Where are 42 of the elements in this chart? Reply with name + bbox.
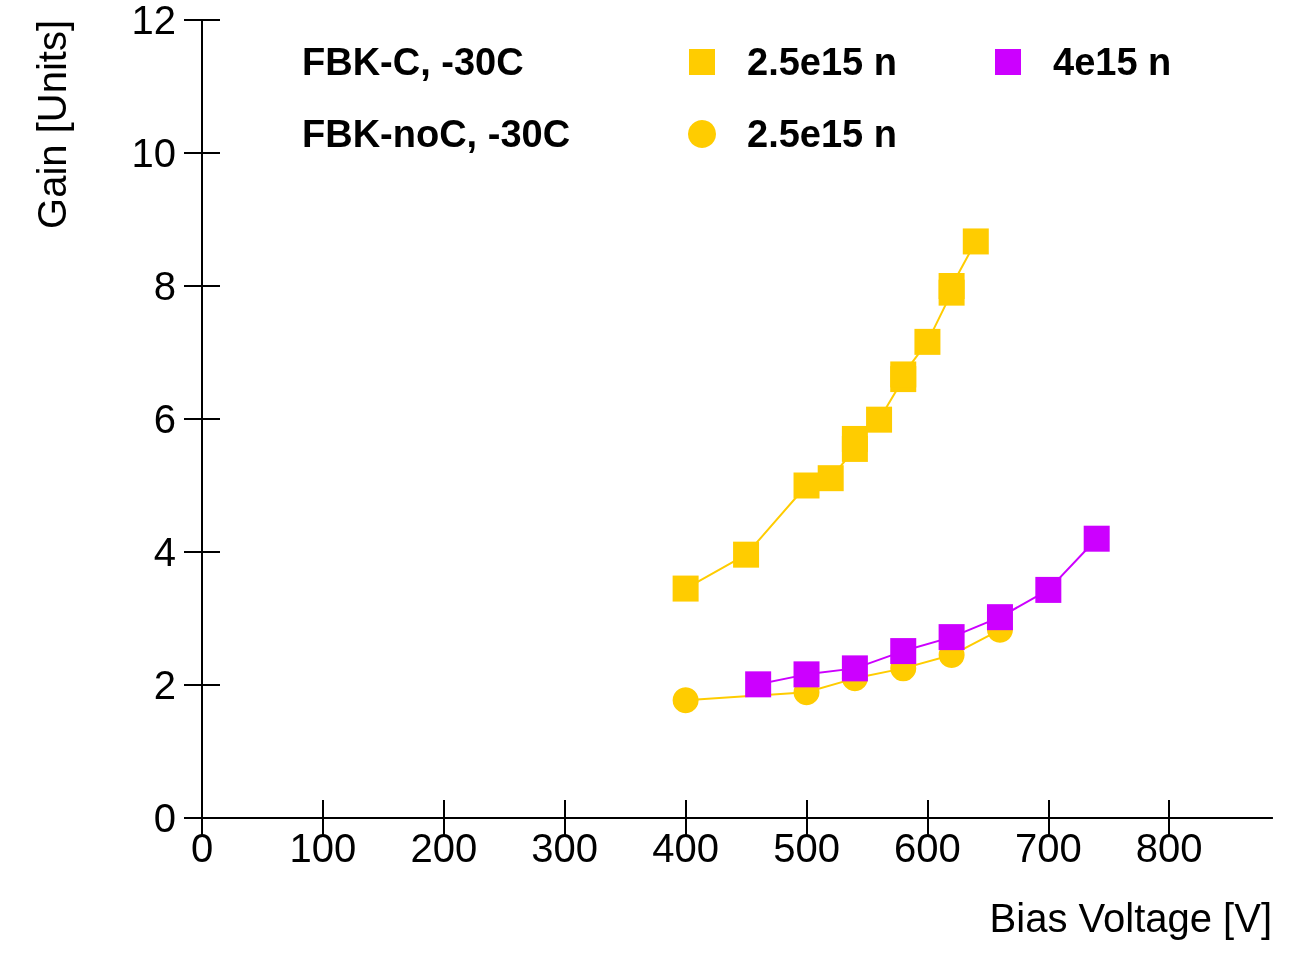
point [841, 655, 868, 682]
legend-label: 4e15 n [1053, 41, 1172, 83]
y-tick-label: 6 [153, 397, 176, 441]
point [986, 604, 1013, 631]
point [817, 465, 844, 492]
x-tick-label: 200 [410, 826, 478, 870]
legend-label: 2.5e15 n [747, 113, 897, 155]
y-tick-label: 4 [153, 530, 176, 574]
point [962, 228, 989, 255]
point [890, 638, 917, 665]
x-tick-label: 400 [652, 826, 719, 870]
point [793, 661, 820, 688]
point [672, 687, 699, 714]
point [890, 361, 917, 388]
x-tick-label: 700 [1014, 826, 1082, 870]
y-tick-label: 0 [153, 796, 176, 840]
legend-label: 2.5e15 n [747, 41, 897, 83]
x-tick-label: 600 [894, 826, 961, 870]
y-tick-label: 12 [131, 0, 176, 42]
point [938, 273, 965, 299]
point [672, 575, 699, 602]
x-tick-label: 300 [531, 826, 599, 870]
y-tick-label: 8 [153, 264, 176, 308]
x-tick-label: 0 [190, 826, 214, 870]
y-axis-title: Gain [Units] [30, 20, 74, 229]
annotation: FBK-noC, -30C [302, 113, 571, 155]
y-tick-label: 2 [153, 663, 176, 707]
x-tick-label: 800 [1135, 826, 1203, 870]
point [745, 671, 772, 698]
point [914, 328, 941, 355]
y-tick-label: 10 [131, 131, 176, 175]
point [866, 406, 893, 433]
point [793, 472, 820, 499]
x-axis-title: Bias Voltage [V] [989, 896, 1272, 940]
x-tick-label: 500 [773, 826, 840, 870]
point [938, 624, 965, 651]
point [1083, 525, 1110, 552]
point [1035, 576, 1062, 603]
point [733, 541, 760, 568]
point [841, 425, 868, 452]
annotation: FBK-C, -30C [302, 41, 524, 83]
x-tick-label: 100 [289, 826, 357, 870]
